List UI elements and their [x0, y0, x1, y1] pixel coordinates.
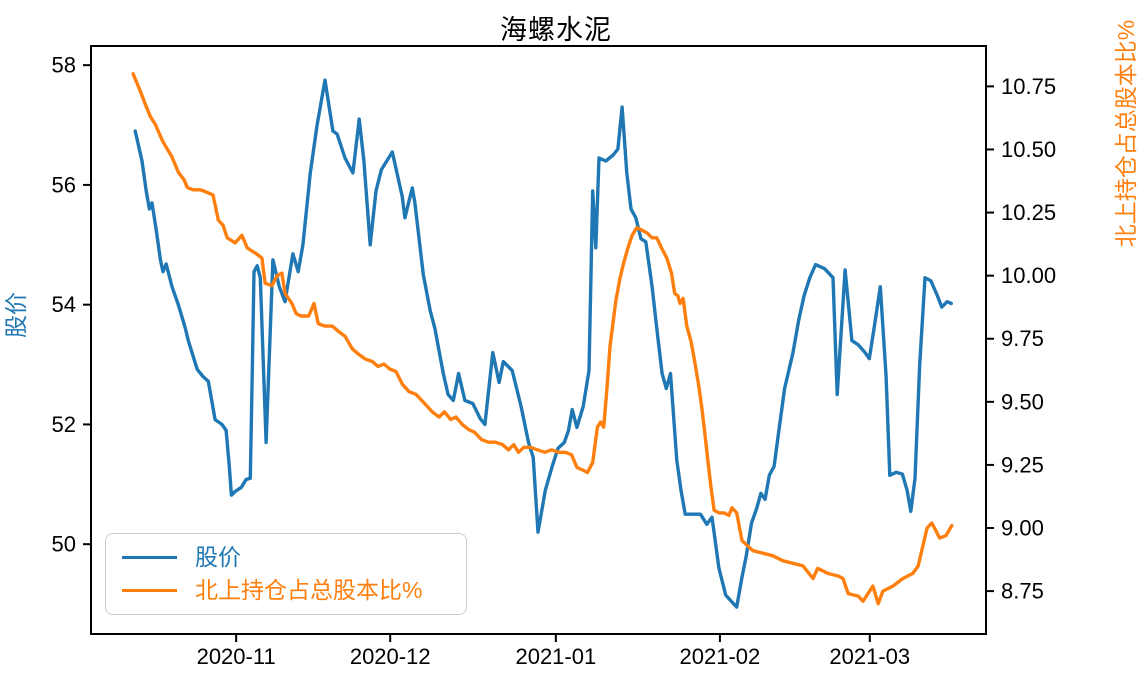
right-axis-tick-label: 10.75 — [1001, 74, 1056, 99]
chart-title: 海螺水泥 — [500, 15, 612, 45]
legend-item-holdings: 北上持仓占总股本比% — [116, 576, 456, 603]
x-axis-tick-label: 2020-12 — [350, 644, 431, 669]
legend-item-price: 股价 — [116, 544, 456, 571]
right-axis-tick-label: 9.00 — [1001, 516, 1044, 541]
right-axis-tick-label: 9.25 — [1001, 452, 1044, 477]
left-axis-tick-label: 58 — [52, 53, 76, 78]
right-axis-tick-label: 10.25 — [1001, 200, 1056, 225]
right-axis-label: 北上持仓占总股本比% — [1113, 19, 1138, 248]
right-axis-tick-label: 9.50 — [1001, 389, 1044, 414]
legend-line-icon — [122, 588, 177, 592]
legend: 股价 北上持仓占总股本比% — [105, 533, 467, 615]
right-axis-tick-label: 9.75 — [1001, 326, 1044, 351]
left-axis-tick-label: 50 — [52, 532, 76, 557]
x-axis-tick-label: 2021-01 — [515, 644, 596, 669]
x-axis-tick-label: 2020-11 — [197, 644, 276, 669]
right-axis-tick-label: 10.00 — [1001, 263, 1056, 288]
legend-label: 北上持仓占总股本比% — [195, 576, 423, 603]
left-axis-tick-label: 56 — [52, 172, 76, 197]
right-axis-tick-label: 8.75 — [1001, 579, 1044, 604]
series-line-price — [133, 78, 953, 609]
x-axis-tick-label: 2021-02 — [680, 644, 761, 669]
series-line-holdings — [131, 72, 954, 606]
legend-line-icon — [122, 556, 177, 560]
left-axis-tick-label: 52 — [52, 412, 76, 437]
right-axis-tick-label: 10.50 — [1001, 137, 1056, 162]
left-axis-tick-label: 54 — [52, 292, 76, 317]
legend-label: 股价 — [195, 544, 241, 571]
left-axis-label: 股价 — [3, 292, 29, 338]
x-axis-tick-label: 2021-03 — [829, 644, 910, 669]
